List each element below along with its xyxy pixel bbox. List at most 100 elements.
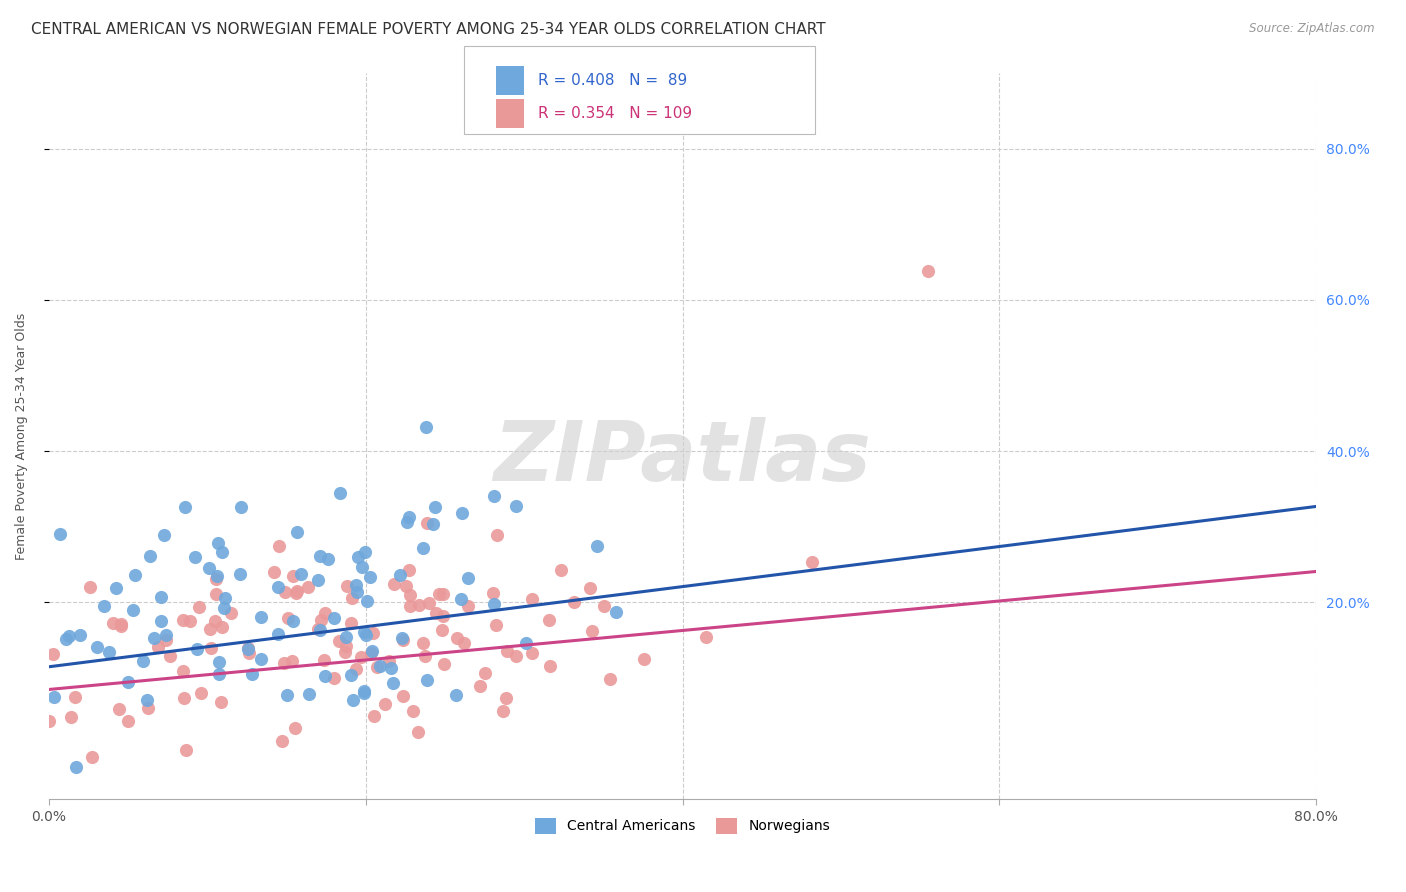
Central Americans: [93, 599, 115, 613]
Central Americans: [283, 614, 305, 628]
Norwegians: [340, 591, 363, 606]
Central Americans: [69, 627, 91, 641]
Norwegians: [344, 662, 367, 676]
Norwegians: [398, 563, 420, 577]
Norwegians: [179, 614, 201, 628]
Norwegians: [211, 620, 233, 634]
Central Americans: [214, 600, 236, 615]
Central Americans: [136, 693, 159, 707]
Central Americans: [342, 693, 364, 707]
Central Americans: [186, 642, 208, 657]
Norwegians: [209, 695, 232, 709]
Norwegians: [117, 714, 139, 729]
Norwegians: [188, 600, 211, 615]
Central Americans: [451, 506, 474, 520]
Norwegians: [284, 586, 307, 600]
Central Americans: [370, 659, 392, 673]
Norwegians: [110, 616, 132, 631]
Norwegians: [453, 636, 475, 650]
Central Americans: [444, 688, 467, 702]
Central Americans: [139, 549, 162, 563]
Norwegians: [366, 660, 388, 674]
Central Americans: [208, 655, 231, 669]
Norwegians: [538, 658, 561, 673]
Central Americans: [412, 541, 434, 555]
Central Americans: [290, 567, 312, 582]
Central Americans: [150, 614, 173, 628]
Norwegians: [273, 656, 295, 670]
Central Americans: [350, 560, 373, 574]
Norwegians: [374, 697, 396, 711]
Central Americans: [416, 673, 439, 687]
Norwegians: [418, 596, 440, 610]
Norwegians: [446, 632, 468, 646]
Central Americans: [214, 591, 236, 605]
Central Americans: [307, 573, 329, 587]
Norwegians: [283, 568, 305, 582]
Central Americans: [250, 609, 273, 624]
Central Americans: [208, 666, 231, 681]
Norwegians: [399, 599, 422, 613]
Central Americans: [391, 631, 413, 645]
Norwegians: [522, 592, 544, 607]
Norwegians: [270, 734, 292, 748]
Central Americans: [382, 675, 405, 690]
Norwegians: [263, 565, 285, 579]
Norwegians: [399, 588, 422, 602]
Norwegians: [392, 689, 415, 703]
Central Americans: [229, 500, 252, 514]
Central Americans: [229, 567, 252, 582]
Central Americans: [515, 636, 537, 650]
Norwegians: [155, 633, 177, 648]
Norwegians: [174, 743, 197, 757]
Central Americans: [155, 627, 177, 641]
Norwegians: [384, 576, 406, 591]
Central Americans: [267, 580, 290, 594]
Norwegians: [432, 587, 454, 601]
Norwegians: [425, 606, 447, 620]
Central Americans: [482, 597, 505, 611]
Norwegians: [204, 614, 226, 628]
Norwegians: [274, 585, 297, 599]
Central Americans: [356, 593, 378, 607]
Norwegians: [59, 710, 82, 724]
Central Americans: [585, 539, 607, 553]
Norwegians: [159, 648, 181, 663]
Norwegians: [101, 616, 124, 631]
Norwegians: [481, 586, 503, 600]
Norwegians: [204, 587, 226, 601]
Norwegians: [581, 624, 603, 638]
Norwegians: [322, 671, 344, 685]
Central Americans: [398, 510, 420, 524]
Norwegians: [38, 714, 60, 728]
Norwegians: [408, 598, 430, 612]
Norwegians: [312, 653, 335, 667]
Central Americans: [353, 683, 375, 698]
Norwegians: [284, 721, 307, 735]
Norwegians: [172, 613, 194, 627]
Norwegians: [406, 725, 429, 739]
Central Americans: [505, 499, 527, 513]
Norwegians: [505, 649, 527, 664]
Central Americans: [211, 545, 233, 559]
Norwegians: [429, 587, 451, 601]
Norwegians: [491, 704, 513, 718]
Norwegians: [485, 617, 508, 632]
Central Americans: [153, 528, 176, 542]
Text: ZIPatlas: ZIPatlas: [494, 417, 872, 499]
Central Americans: [415, 420, 437, 434]
Norwegians: [391, 633, 413, 648]
Central Americans: [395, 516, 418, 530]
Norwegians: [80, 749, 103, 764]
Central Americans: [353, 686, 375, 700]
Legend: Central Americans, Norwegians: Central Americans, Norwegians: [530, 813, 835, 839]
Central Americans: [285, 524, 308, 539]
Norwegians: [79, 580, 101, 594]
Norwegians: [360, 646, 382, 660]
Central Americans: [48, 526, 70, 541]
Norwegians: [412, 636, 434, 650]
Central Americans: [86, 640, 108, 654]
Central Americans: [121, 603, 143, 617]
Central Americans: [250, 652, 273, 666]
Norwegians: [474, 666, 496, 681]
